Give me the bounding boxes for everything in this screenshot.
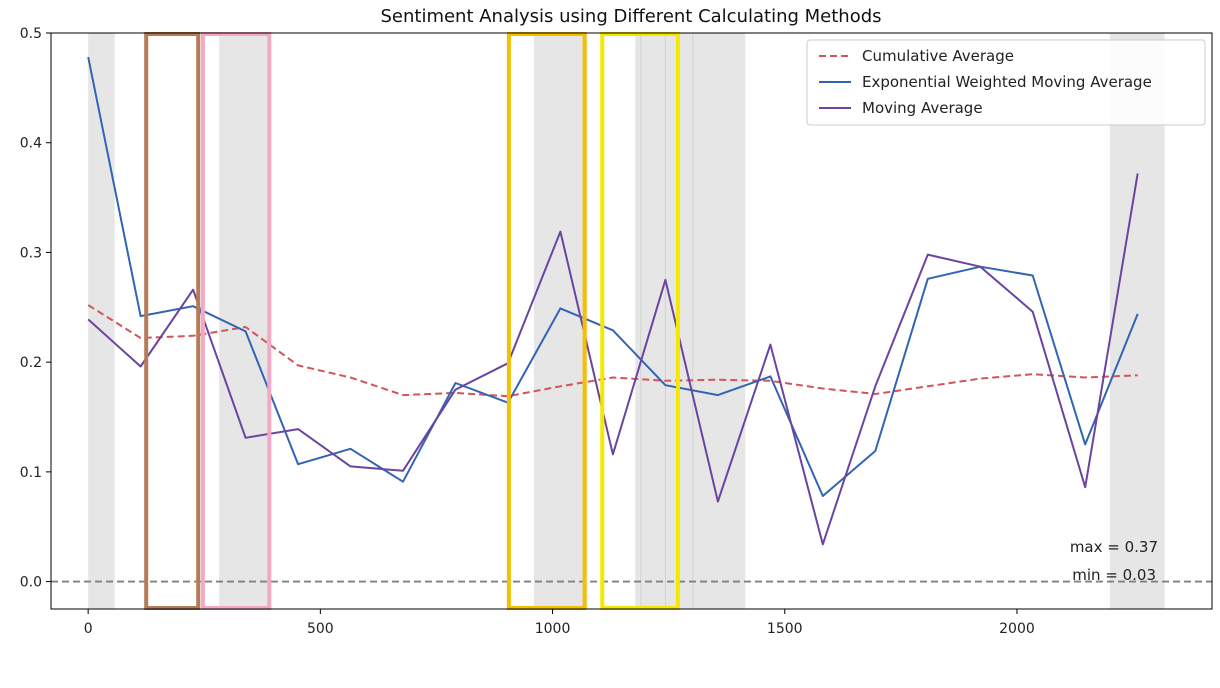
highlight-box-3 (600, 32, 680, 610)
y-tick-label-5: 0.5 (20, 26, 42, 42)
y-tick-label-3: 0.3 (20, 245, 42, 261)
shaded-region-2 (533, 33, 588, 609)
shaded-region-3 (635, 33, 746, 609)
highlight-box-1 (200, 32, 272, 610)
series-lines (87, 56, 1139, 546)
x-tick-label-0: 0 (84, 621, 93, 637)
x-tick-label-2: 1000 (535, 621, 571, 637)
x-axis-ticks: 0 500 1000 1500 2000 (84, 609, 1035, 637)
legend-label-1: Exponential Weighted Moving Average (862, 73, 1152, 91)
y-axis-ticks: 0.0 0.1 0.2 0.3 0.4 0.5 (20, 26, 51, 591)
chart-title: Sentiment Analysis using Different Calcu… (380, 6, 881, 27)
x-tick-label-4: 2000 (999, 621, 1035, 637)
max-annotation: max = 0.37 (1070, 538, 1158, 556)
x-tick-label-3: 1500 (767, 621, 803, 637)
highlight-boxes (144, 32, 680, 610)
shaded-regions (88, 33, 1165, 609)
legend-box (806, 39, 1206, 126)
plot-frame (50, 32, 1213, 610)
highlight-box-2 (506, 32, 587, 610)
y-tick-label-0: 0.0 (20, 575, 42, 591)
legend-label-2: Moving Average (862, 99, 983, 117)
shaded-region-1 (219, 33, 270, 609)
series-line-2 (87, 173, 1139, 546)
shaded-region-0 (88, 33, 115, 609)
y-tick-label-2: 0.2 (20, 355, 42, 371)
vertical-lines (640, 33, 694, 609)
series-line-1 (87, 56, 1139, 497)
legend: Cumulative Average Exponential Weighted M… (806, 39, 1206, 126)
highlight-box-0 (144, 32, 201, 610)
min-annotation: min = 0.03 (1072, 566, 1156, 584)
series-line-0 (87, 304, 1138, 398)
y-tick-label-1: 0.1 (20, 465, 42, 481)
y-tick-label-4: 0.4 (20, 136, 42, 152)
x-tick-label-1: 500 (307, 621, 334, 637)
shaded-region-4 (1109, 33, 1165, 609)
legend-label-0: Cumulative Average (862, 47, 1014, 65)
